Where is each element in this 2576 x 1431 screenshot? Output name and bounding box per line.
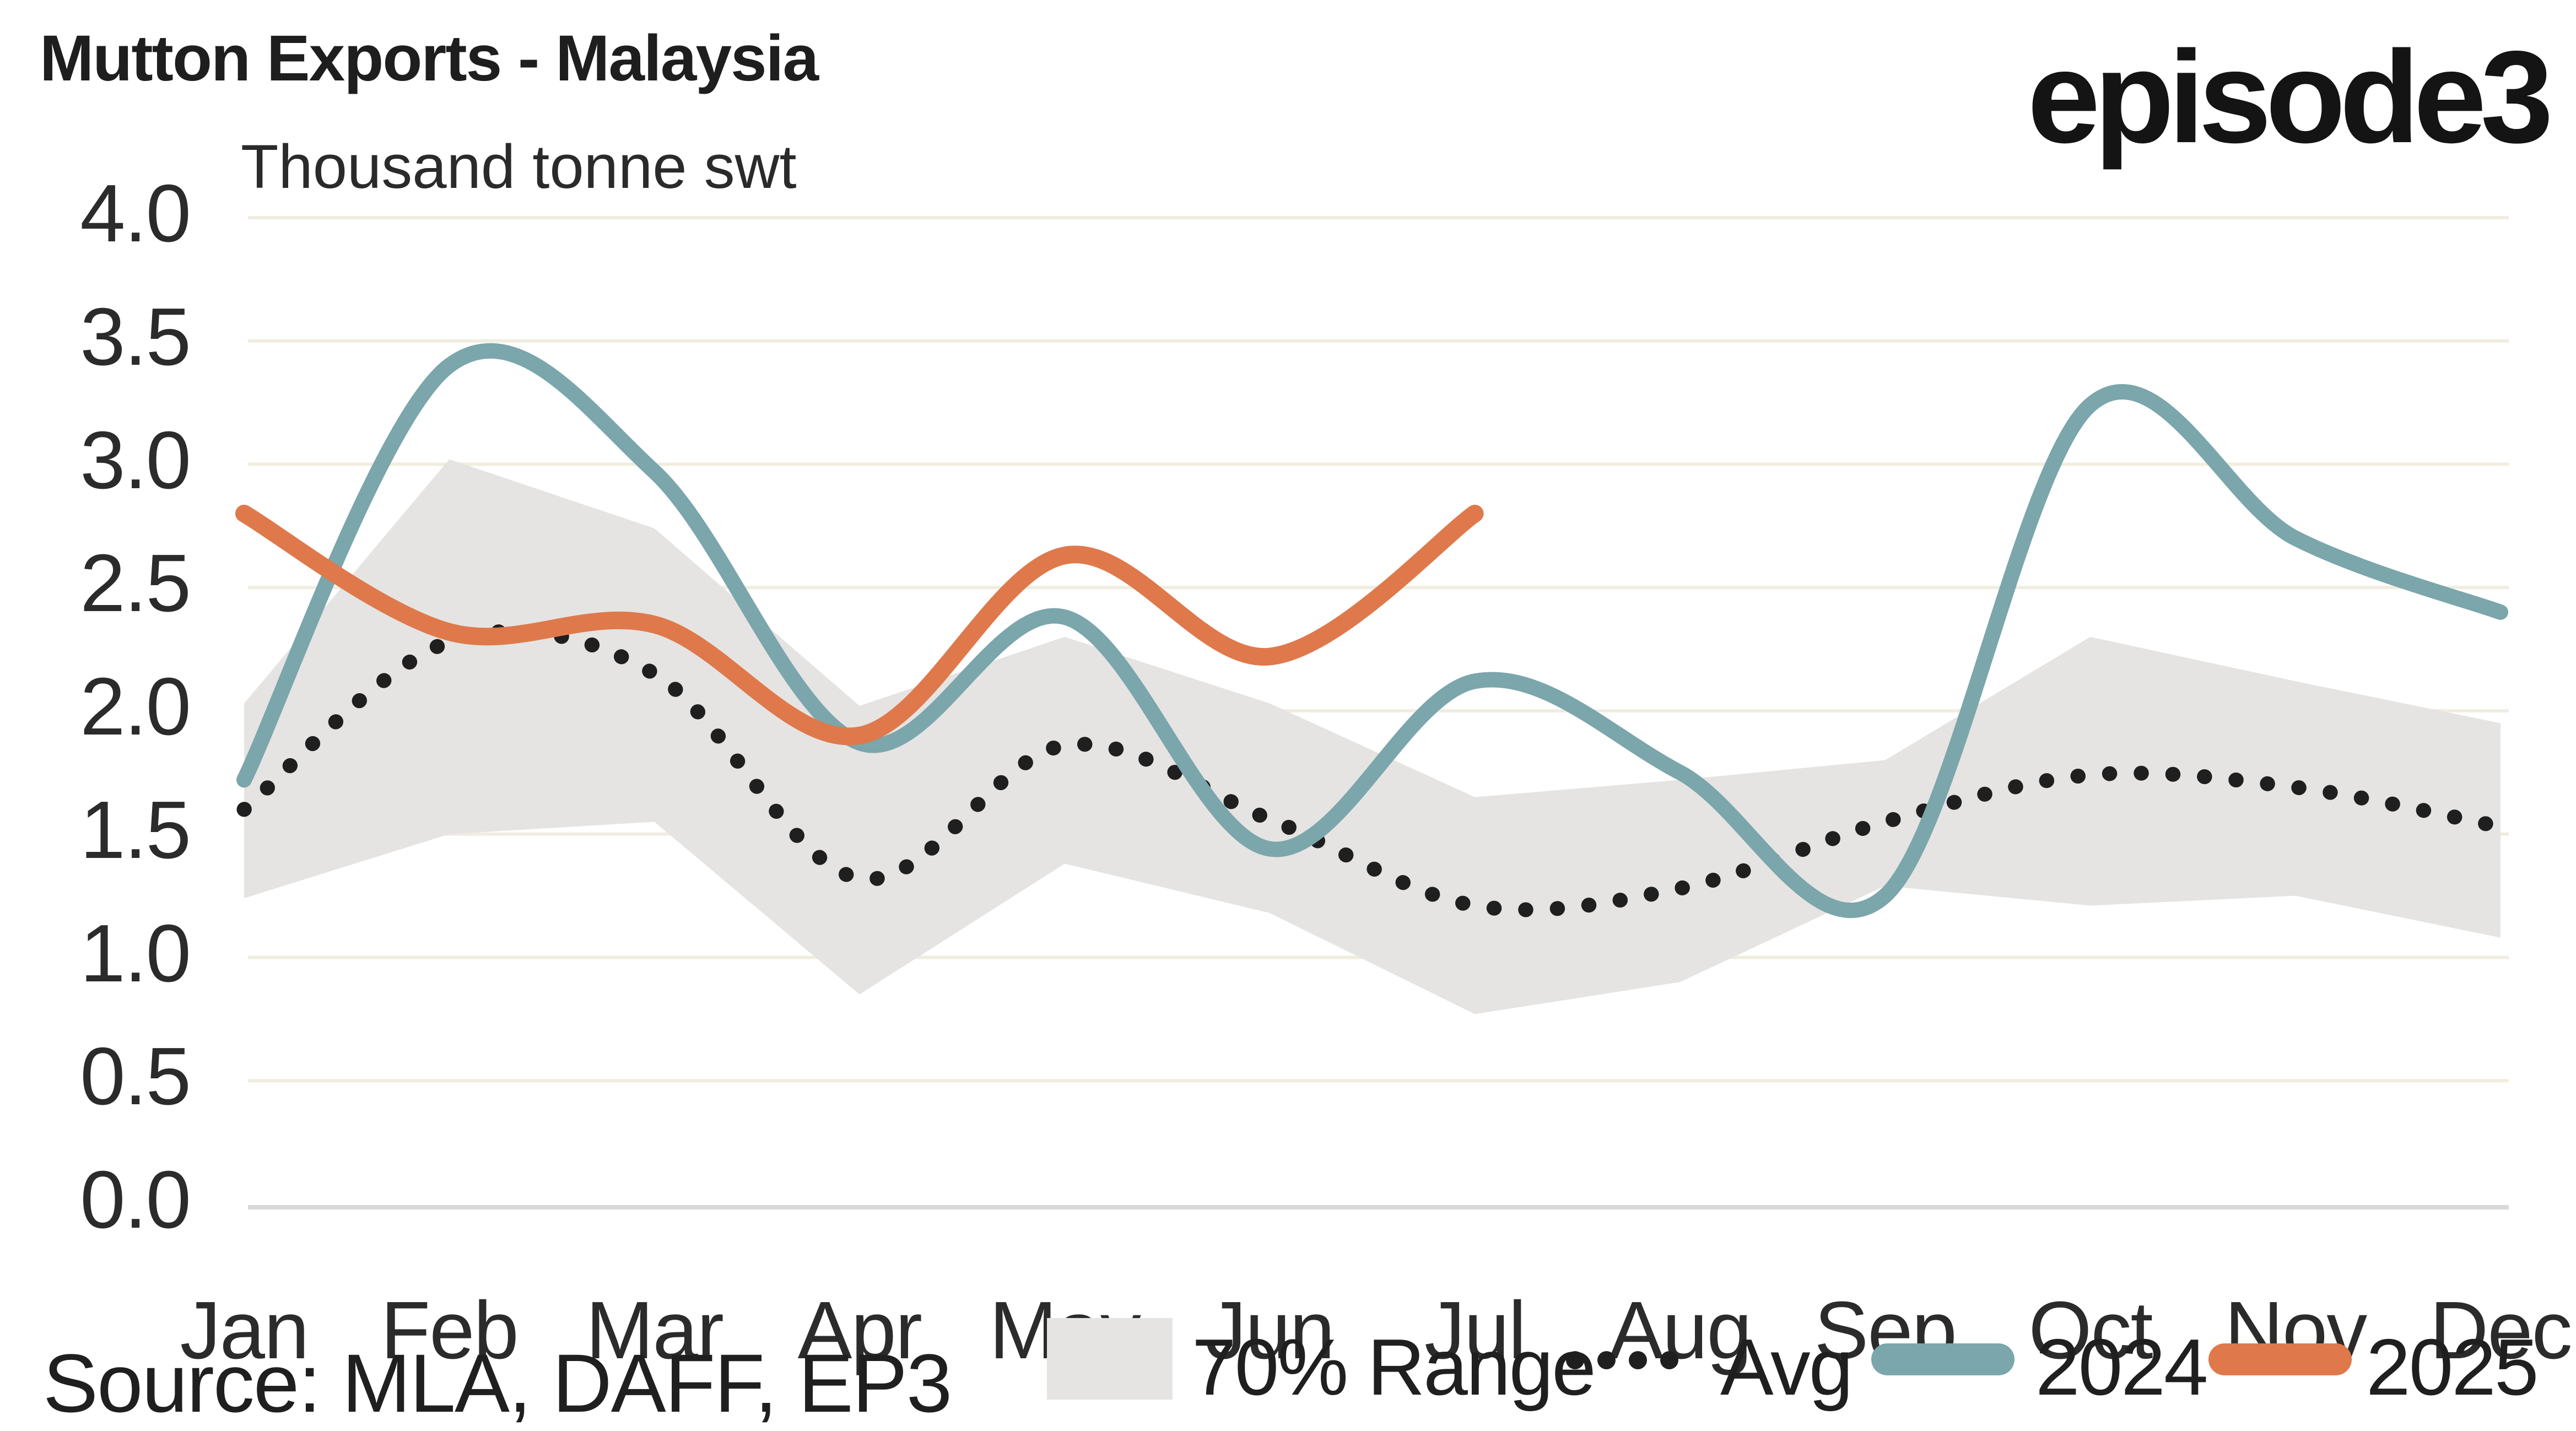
legend-band-swatch [1047,1318,1173,1400]
legend-dot-icon [1660,1351,1678,1369]
legend-label-range: 70% Range [1192,1322,1596,1412]
y-tick-label: 0.0 [80,1154,191,1245]
x-tick-label: Jul [1424,1285,1526,1376]
legend-label-2024: 2024 [2035,1322,2208,1412]
y-axis-unit-label: Thousand tonne swt [241,132,797,201]
y-tick-label: 2.0 [80,661,191,752]
x-tick-label: Mar [586,1285,724,1376]
y-tick-label: 0.5 [80,1031,191,1122]
y-tick-label: 1.5 [80,784,191,876]
y-tick-label: 4.0 [80,168,191,259]
source-note: Source: MLA, DAFF, EP3 [43,1337,952,1429]
x-tick-label: Jun [1206,1285,1335,1376]
x-tick-label: Jan [180,1285,310,1376]
x-tick-label: Oct [2028,1285,2153,1376]
band-70pct-range [244,459,2501,1014]
series-line-2024 [236,343,2508,919]
legend-dotted-swatch [1566,1351,1709,1370]
legend-dot-icon [1629,1351,1647,1369]
x-tick-label: Dec [2429,1285,2572,1376]
x-tick-label: Apr [797,1285,922,1376]
y-tick-label: 3.0 [80,414,191,506]
legend-dot-icon [1566,1351,1584,1369]
page-title: Mutton Exports - Malaysia [40,22,819,95]
legend-line-swatch-2024 [1871,1343,2015,1375]
legend-label-2025: 2025 [2366,1322,2539,1412]
y-tick-label: 2.5 [80,538,191,629]
legend-label-avg: Avg [1720,1322,1853,1412]
episode3-logo: episode3 [2027,24,2553,170]
x-tick-label: Feb [380,1285,519,1376]
series-line-2025 [235,505,1484,746]
y-tick-label: 1.0 [80,908,191,999]
y-tick-label: 3.5 [80,291,191,382]
legend-dot-icon [1597,1351,1616,1369]
legend-line-swatch-2025 [2208,1343,2352,1375]
